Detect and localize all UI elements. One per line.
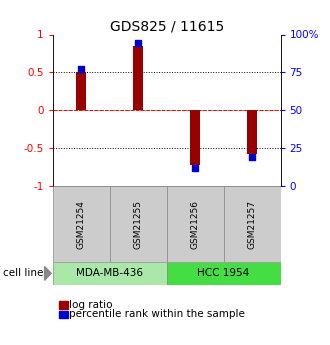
Bar: [133, 46, 143, 110]
Bar: [53, 262, 167, 285]
Title: GDS825 / 11615: GDS825 / 11615: [110, 19, 224, 33]
Text: MDA-MB-436: MDA-MB-436: [76, 268, 143, 278]
Text: log ratio: log ratio: [69, 300, 113, 310]
Bar: [53, 186, 110, 262]
Text: GSM21254: GSM21254: [77, 200, 86, 249]
Point: [249, 154, 255, 159]
Point: [79, 67, 84, 72]
Text: GSM21256: GSM21256: [191, 200, 200, 249]
Text: GSM21257: GSM21257: [248, 200, 256, 249]
Bar: [190, 110, 200, 165]
Text: percentile rank within the sample: percentile rank within the sample: [69, 309, 245, 319]
Text: HCC 1954: HCC 1954: [197, 268, 250, 278]
Bar: [167, 186, 224, 262]
Bar: [247, 110, 257, 154]
Point: [136, 40, 141, 46]
Bar: [76, 72, 86, 110]
Bar: [110, 186, 167, 262]
Point: [192, 165, 198, 171]
Text: cell line: cell line: [3, 268, 44, 278]
Bar: [167, 262, 280, 285]
Bar: [224, 186, 280, 262]
Text: GSM21255: GSM21255: [134, 200, 143, 249]
